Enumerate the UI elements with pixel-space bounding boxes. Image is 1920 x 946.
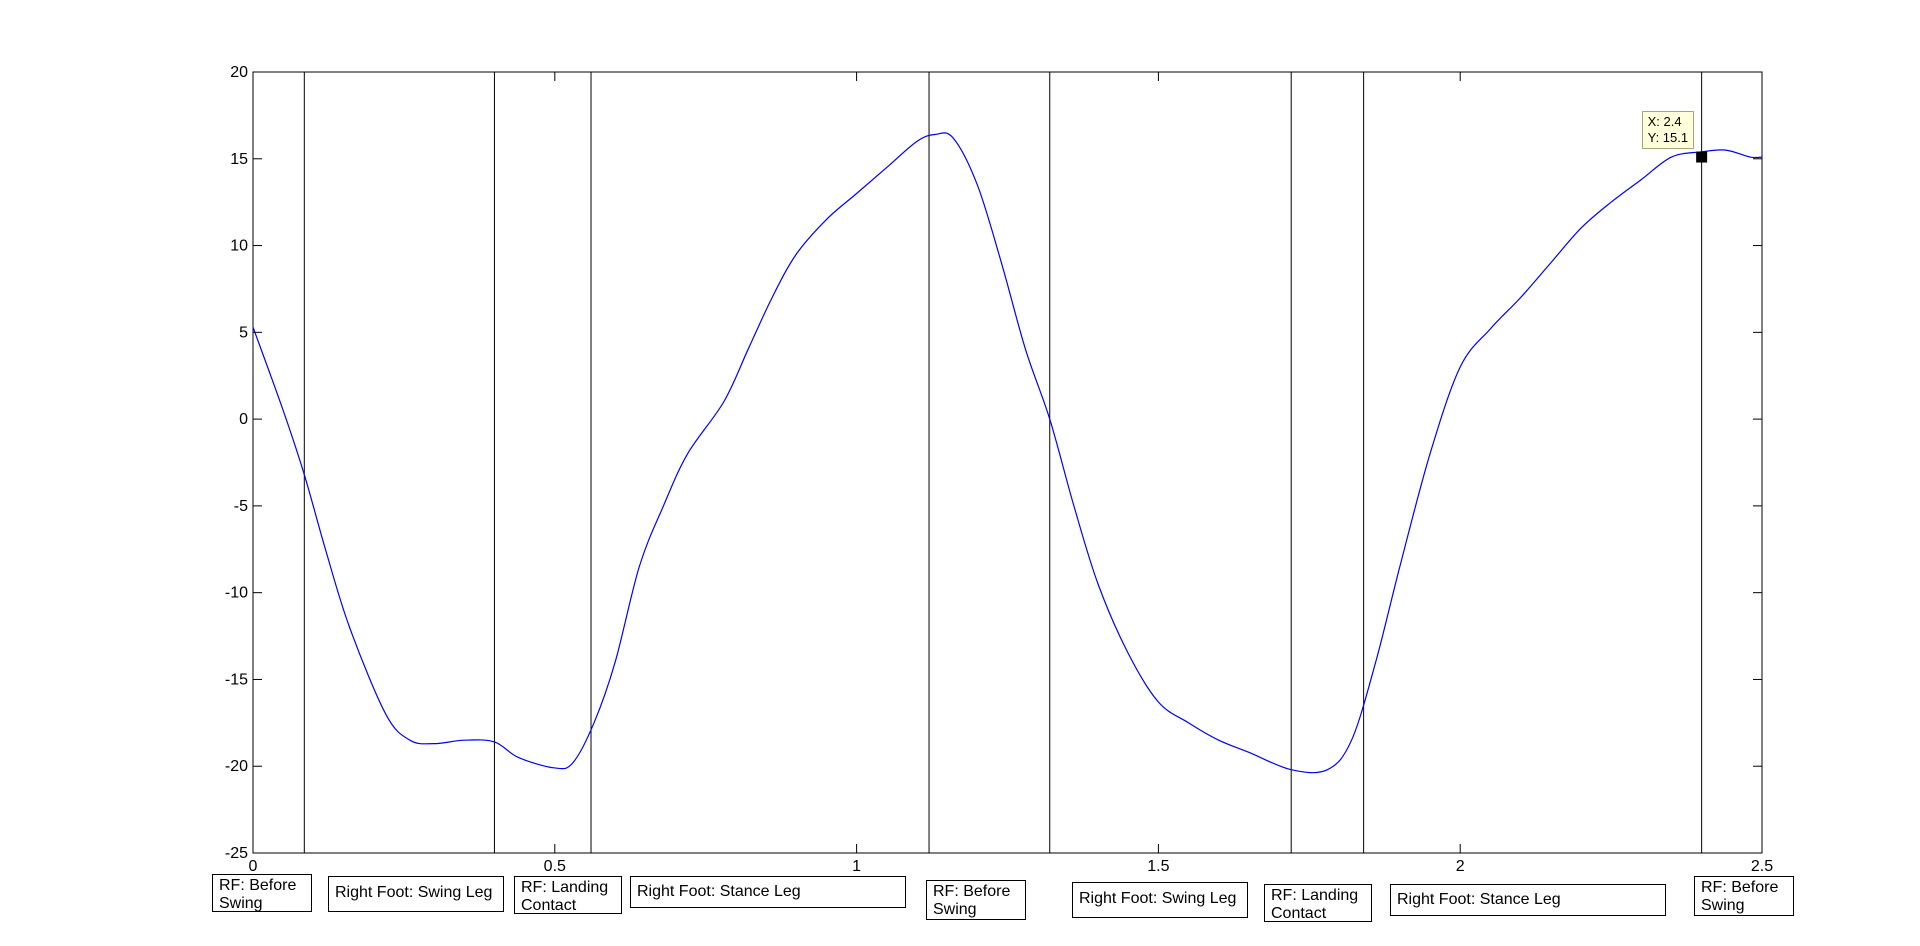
datatip-y-text: Y: 15.1 bbox=[1647, 130, 1689, 146]
phase-label: Right Foot: Swing Leg bbox=[328, 876, 504, 912]
x-tick-label: 0.5 bbox=[544, 858, 566, 875]
y-tick-label: 10 bbox=[230, 238, 248, 255]
x-tick-label: 1.5 bbox=[1147, 858, 1169, 875]
phase-label: Right Foot: Stance Leg bbox=[1390, 884, 1666, 916]
axes: 0 0.5 1 1.5 2 2.5 -25 -20 -15 -10 -5 0 5 10 15 20 bbox=[225, 64, 1773, 875]
phase-boundaries bbox=[303, 72, 1703, 853]
x-tick-label: 1 bbox=[852, 858, 861, 875]
datatip-marker[interactable] bbox=[1696, 151, 1708, 163]
phase-label: RF: Landing Contact bbox=[514, 876, 622, 914]
phase-label: RF: Landing Contact bbox=[1264, 884, 1372, 922]
x-tick-label: 2.5 bbox=[1751, 858, 1773, 875]
phase-label: RF: Before Swing bbox=[926, 880, 1026, 920]
y-tick-label: 15 bbox=[230, 151, 248, 168]
phase-label: RF: Before Swing bbox=[1694, 876, 1794, 916]
datatip[interactable]: X: 2.4 Y: 15.1 bbox=[1641, 111, 1695, 150]
y-tick-label: -15 bbox=[225, 671, 248, 688]
phase-label: Right Foot: Swing Leg bbox=[1072, 882, 1248, 918]
y-tick-label: 20 bbox=[230, 64, 248, 81]
phase-label: RF: Before Swing bbox=[212, 874, 312, 912]
plot-area-frame bbox=[252, 71, 1763, 854]
y-tick-label: -10 bbox=[225, 585, 248, 602]
datatip-x-text: X: 2.4 bbox=[1647, 114, 1682, 130]
y-tick-label: 0 bbox=[239, 411, 248, 428]
y-tick-label: -5 bbox=[234, 498, 248, 515]
x-tick-label: 2 bbox=[1456, 858, 1465, 875]
series-line bbox=[252, 132, 1763, 774]
y-tick-label: 5 bbox=[239, 324, 248, 341]
y-tick-label: -25 bbox=[225, 845, 248, 862]
phase-label: Right Foot: Stance Leg bbox=[630, 876, 906, 908]
datatip-marker-layer bbox=[1696, 151, 1708, 163]
x-tick-label: 0 bbox=[249, 858, 258, 875]
y-tick-label: -20 bbox=[225, 758, 248, 775]
series-layer bbox=[252, 132, 1763, 774]
